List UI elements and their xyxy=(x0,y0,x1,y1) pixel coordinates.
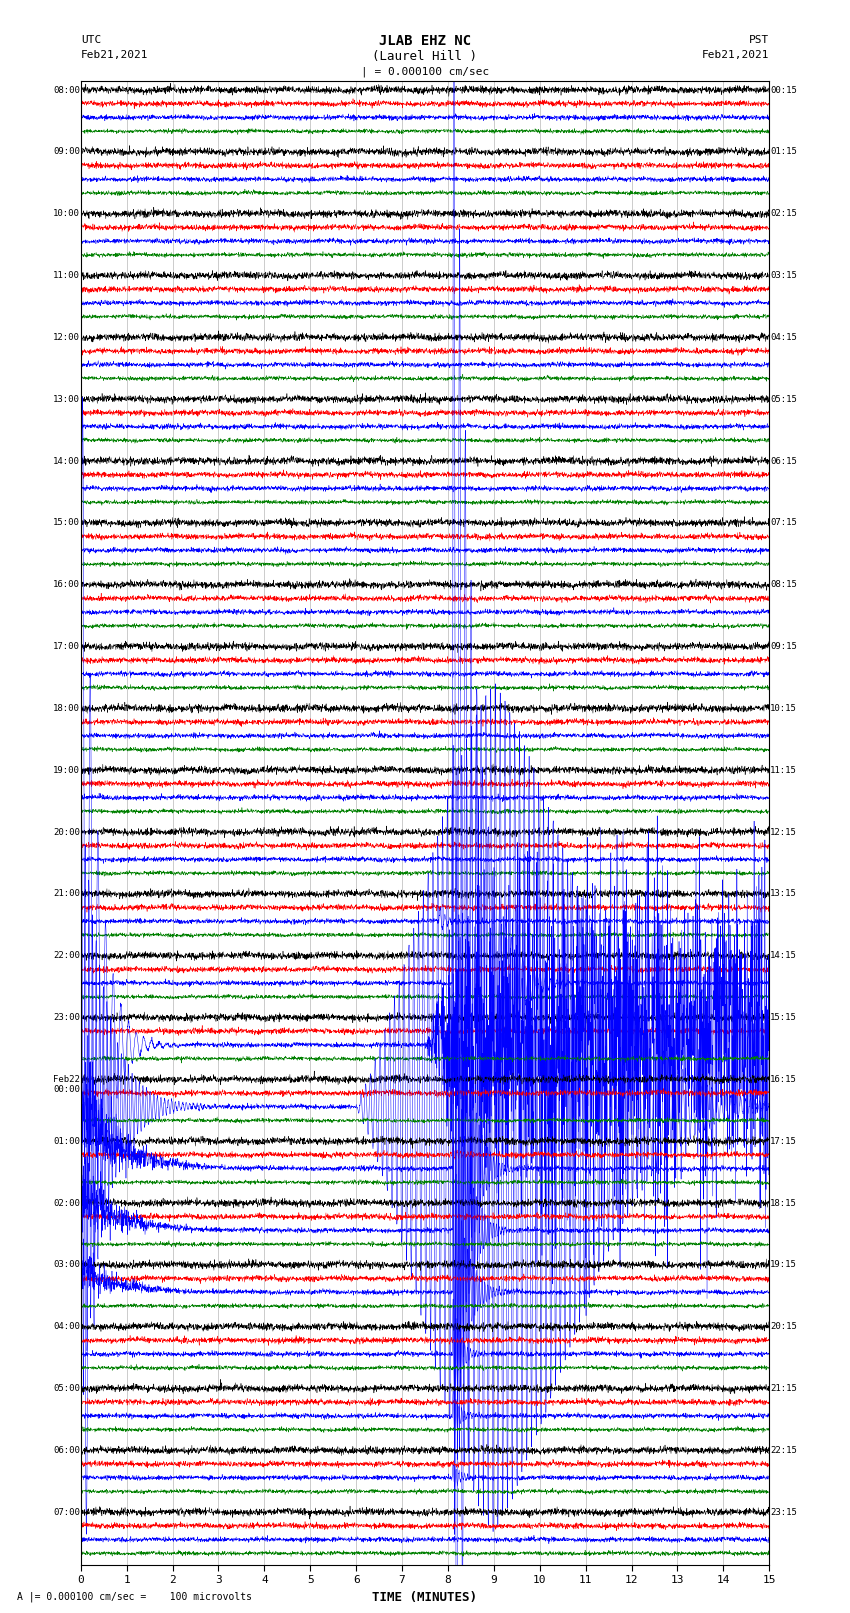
Text: Feb22
00:00: Feb22 00:00 xyxy=(53,1074,80,1094)
Text: 06:00: 06:00 xyxy=(53,1445,80,1455)
Text: (Laurel Hill ): (Laurel Hill ) xyxy=(372,50,478,63)
Text: 20:15: 20:15 xyxy=(770,1323,797,1331)
Text: 01:00: 01:00 xyxy=(53,1137,80,1145)
Text: 09:00: 09:00 xyxy=(53,147,80,156)
Text: 22:00: 22:00 xyxy=(53,952,80,960)
Text: 09:15: 09:15 xyxy=(770,642,797,652)
Text: 14:15: 14:15 xyxy=(770,952,797,960)
Text: 14:00: 14:00 xyxy=(53,456,80,466)
Text: 15:15: 15:15 xyxy=(770,1013,797,1023)
Text: Feb21,2021: Feb21,2021 xyxy=(702,50,769,60)
Text: 05:15: 05:15 xyxy=(770,395,797,403)
Text: 15:00: 15:00 xyxy=(53,518,80,527)
Text: 13:15: 13:15 xyxy=(770,889,797,898)
Text: 22:15: 22:15 xyxy=(770,1445,797,1455)
Text: 17:15: 17:15 xyxy=(770,1137,797,1145)
X-axis label: TIME (MINUTES): TIME (MINUTES) xyxy=(372,1590,478,1603)
Text: JLAB EHZ NC: JLAB EHZ NC xyxy=(379,34,471,48)
Text: | = 0.000100 cm/sec: | = 0.000100 cm/sec xyxy=(361,66,489,77)
Text: 03:15: 03:15 xyxy=(770,271,797,281)
Text: UTC: UTC xyxy=(81,35,101,45)
Text: 19:15: 19:15 xyxy=(770,1260,797,1269)
Text: 02:15: 02:15 xyxy=(770,210,797,218)
Text: 20:00: 20:00 xyxy=(53,827,80,837)
Text: 23:15: 23:15 xyxy=(770,1508,797,1516)
Text: 08:00: 08:00 xyxy=(53,85,80,95)
Text: PST: PST xyxy=(749,35,769,45)
Text: 08:15: 08:15 xyxy=(770,581,797,589)
Text: 12:15: 12:15 xyxy=(770,827,797,837)
Text: 13:00: 13:00 xyxy=(53,395,80,403)
Text: 11:00: 11:00 xyxy=(53,271,80,281)
Text: 11:15: 11:15 xyxy=(770,766,797,774)
Text: 06:15: 06:15 xyxy=(770,456,797,466)
Text: 03:00: 03:00 xyxy=(53,1260,80,1269)
Text: 17:00: 17:00 xyxy=(53,642,80,652)
Text: 00:15: 00:15 xyxy=(770,85,797,95)
Text: 21:15: 21:15 xyxy=(770,1384,797,1394)
Text: 10:15: 10:15 xyxy=(770,703,797,713)
Text: 16:15: 16:15 xyxy=(770,1074,797,1084)
Text: 07:15: 07:15 xyxy=(770,518,797,527)
Text: 21:00: 21:00 xyxy=(53,889,80,898)
Text: 23:00: 23:00 xyxy=(53,1013,80,1023)
Text: 04:15: 04:15 xyxy=(770,332,797,342)
Text: 01:15: 01:15 xyxy=(770,147,797,156)
Text: 04:00: 04:00 xyxy=(53,1323,80,1331)
Text: 02:00: 02:00 xyxy=(53,1198,80,1208)
Text: 10:00: 10:00 xyxy=(53,210,80,218)
Text: 07:00: 07:00 xyxy=(53,1508,80,1516)
Text: 12:00: 12:00 xyxy=(53,332,80,342)
Text: 19:00: 19:00 xyxy=(53,766,80,774)
Text: 18:15: 18:15 xyxy=(770,1198,797,1208)
Text: A |= 0.000100 cm/sec =    100 microvolts: A |= 0.000100 cm/sec = 100 microvolts xyxy=(17,1590,252,1602)
Text: 18:00: 18:00 xyxy=(53,703,80,713)
Text: 05:00: 05:00 xyxy=(53,1384,80,1394)
Text: Feb21,2021: Feb21,2021 xyxy=(81,50,148,60)
Text: 16:00: 16:00 xyxy=(53,581,80,589)
